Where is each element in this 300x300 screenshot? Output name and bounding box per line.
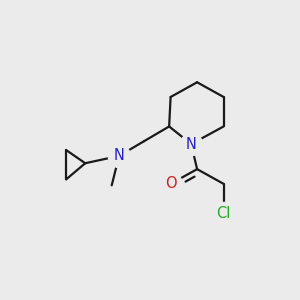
Text: N: N bbox=[186, 136, 197, 152]
Text: Cl: Cl bbox=[216, 206, 231, 221]
Text: O: O bbox=[165, 176, 176, 191]
Text: N: N bbox=[114, 148, 124, 164]
